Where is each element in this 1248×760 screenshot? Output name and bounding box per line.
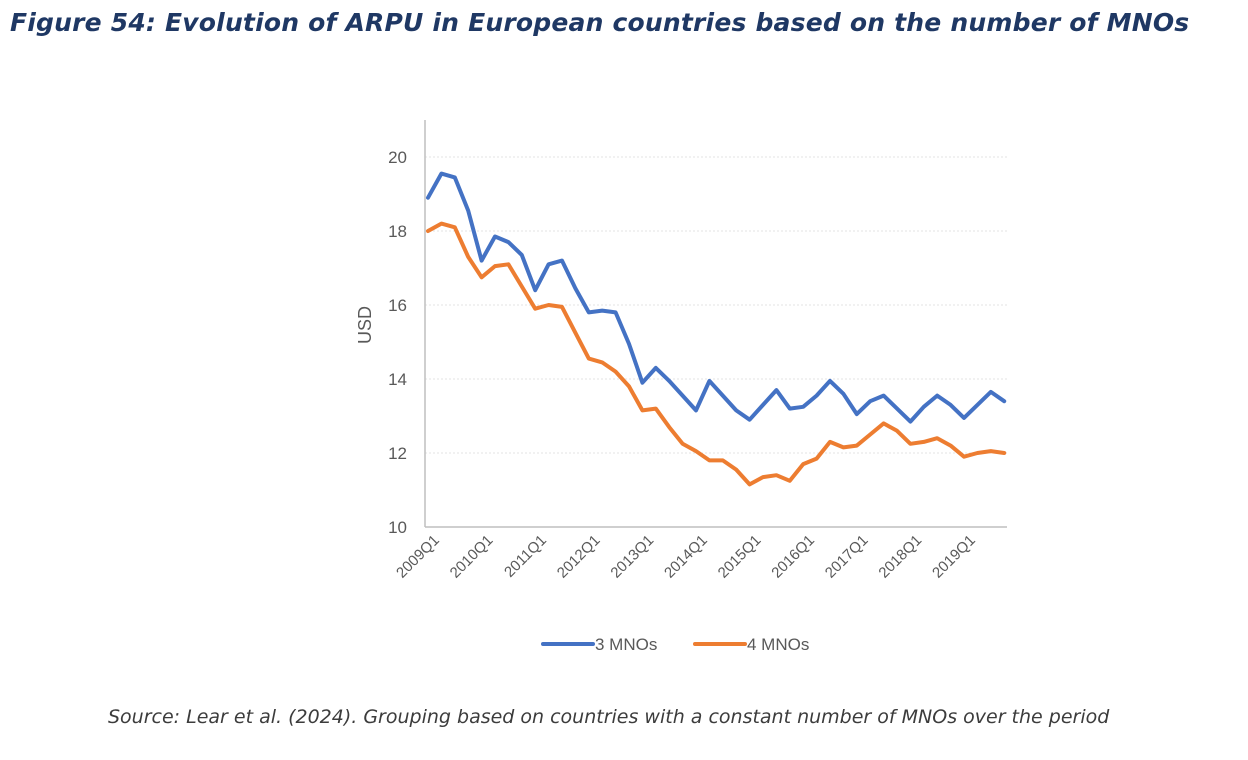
x-tick-label: 2016Q1 (768, 532, 818, 582)
y-axis-ticks: 10 12 14 16 18 20 (388, 148, 407, 537)
x-tick-label: 2014Q1 (661, 532, 711, 582)
x-tick-label: 2011Q1 (501, 532, 550, 581)
x-tick-label: 2012Q1 (554, 532, 604, 582)
gridlines (425, 156, 1007, 454)
x-tick-label: 2009Q1 (393, 532, 443, 582)
y-tick-label: 16 (388, 296, 407, 315)
figure-title: Figure 54: Evolution of ARPU in European… (10, 8, 1190, 37)
axes (424, 120, 1007, 528)
x-tick-label: 2013Q1 (607, 532, 657, 582)
y-tick-label: 10 (388, 518, 407, 537)
y-tick-label: 18 (388, 222, 407, 241)
y-tick-label: 12 (388, 444, 407, 463)
y-tick-label: 14 (388, 370, 407, 389)
series-line-1 (426, 171, 1007, 424)
series-line-2 (426, 221, 1007, 487)
figure-source: Source: Lear et al. (2024). Grouping bas… (108, 706, 1110, 728)
y-axis-title: USD (355, 306, 375, 344)
x-tick-label: 2019Q1 (929, 532, 979, 582)
x-tick-label: 2018Q1 (875, 532, 925, 582)
x-tick-label: 2015Q1 (715, 532, 765, 582)
legend-label: 4 MNOs (747, 635, 809, 654)
legend: 3 MNOs 4 MNOs (541, 635, 809, 654)
y-tick-label: 20 (388, 148, 407, 167)
legend-label: 3 MNOs (595, 635, 657, 654)
x-tick-label: 2010Q1 (447, 532, 497, 582)
x-axis-ticks: 2009Q1 2010Q1 2011Q1 2012Q1 2013Q1 2014Q1 2015… (393, 532, 979, 582)
series-lines (426, 171, 1007, 487)
x-tick-label: 2017Q1 (822, 532, 872, 582)
